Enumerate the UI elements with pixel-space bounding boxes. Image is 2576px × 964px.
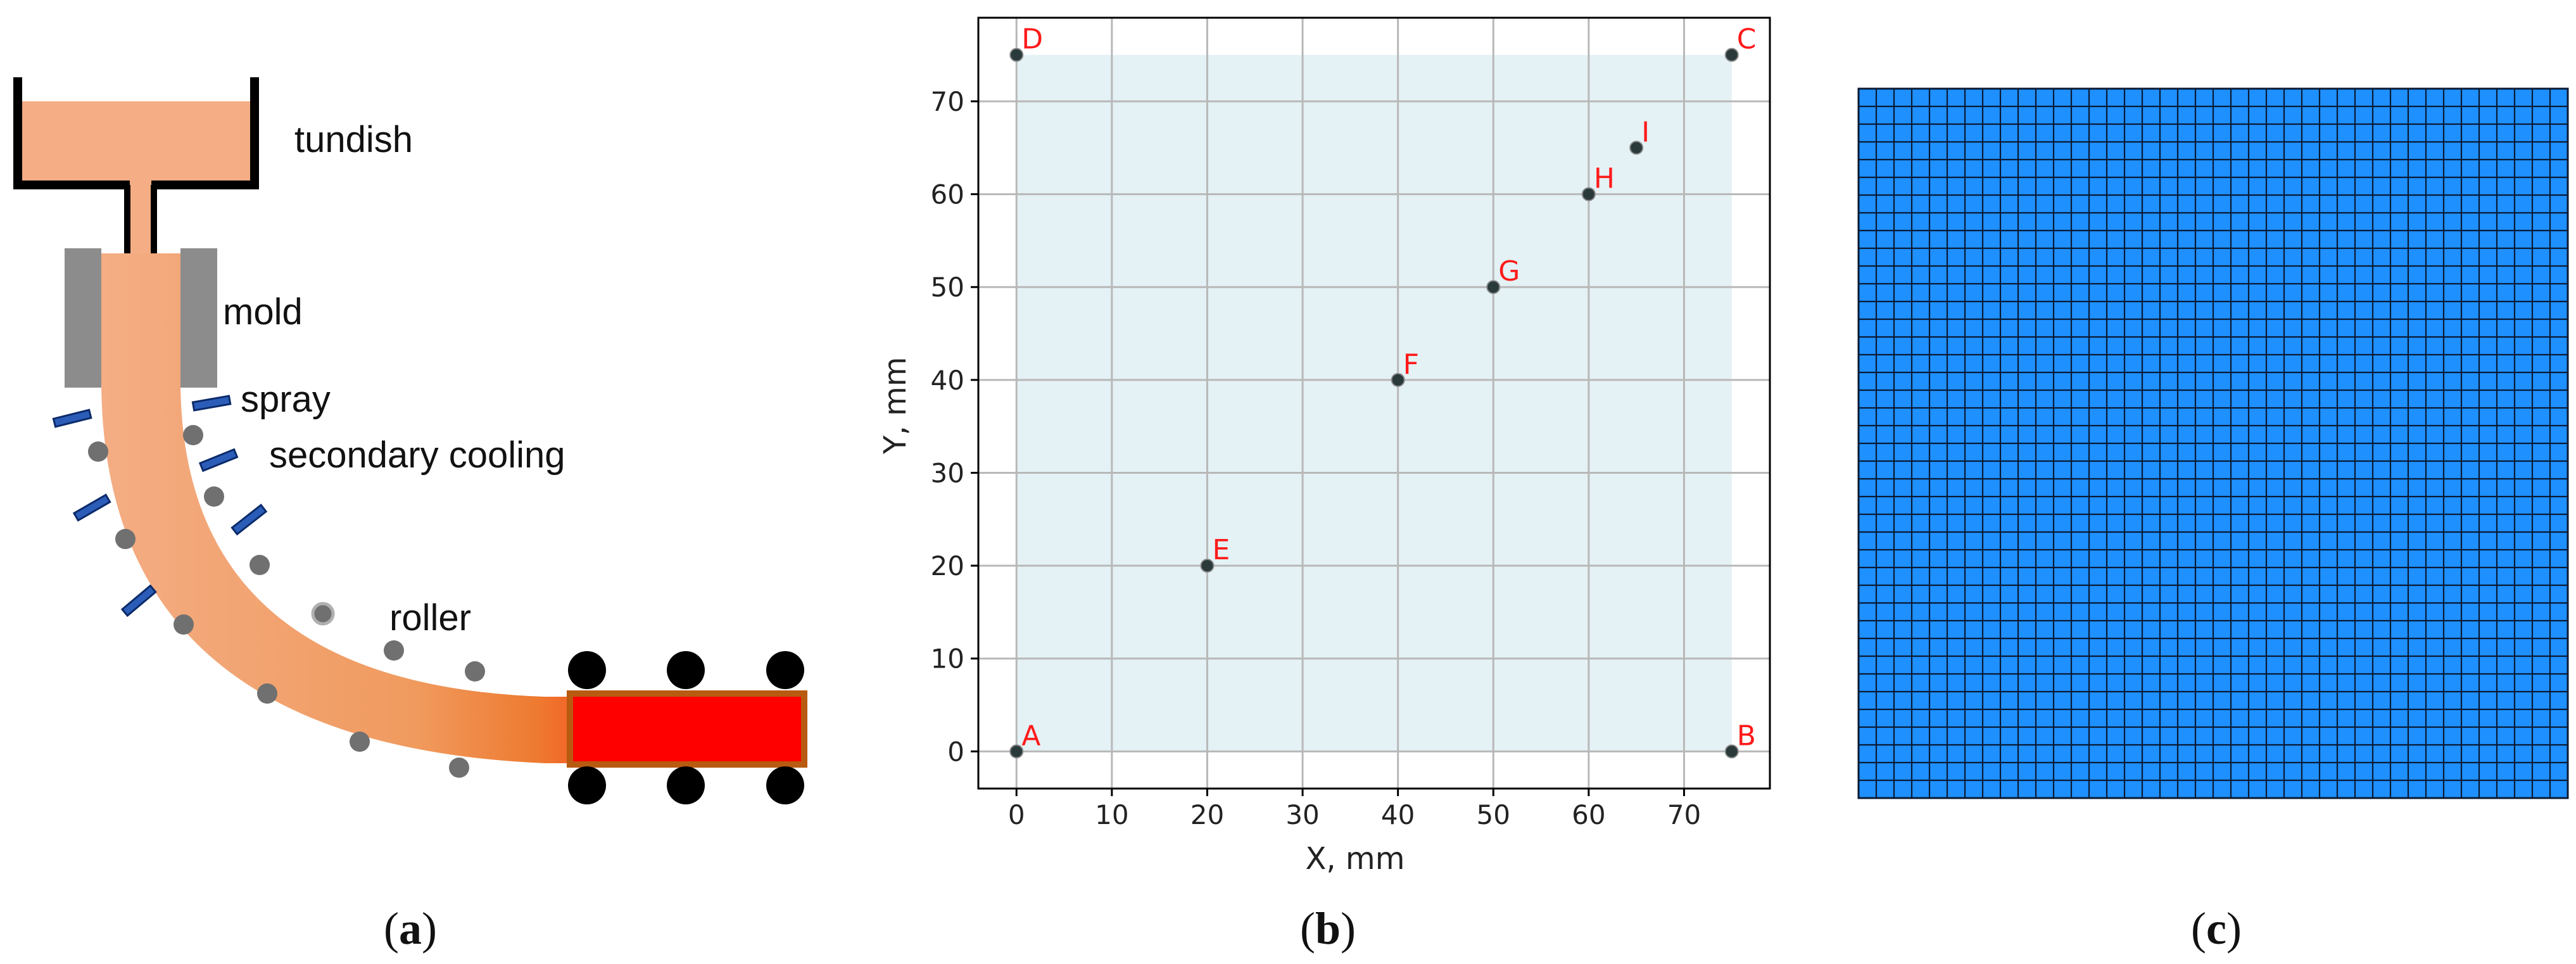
point-h [1581,187,1596,201]
point-d [1009,48,1024,62]
point-a [1009,744,1024,759]
computational-mesh [1857,87,2569,799]
y-tick-label: 30 [931,457,964,488]
label-roller: roller [389,597,471,638]
x-tick-label: 0 [1008,799,1025,830]
scatter-plot: 0 10 20 30 40 50 60 70 0 10 20 30 40 50 60 70 A B C D E F G HI [931,16,1771,830]
steel-strand [101,253,807,768]
point-e [1200,559,1215,573]
y-tick-label: 50 [931,272,964,303]
y-tick-label: 60 [931,179,964,210]
y-tick-label: 40 [931,365,964,396]
y-tick-label: 10 [931,644,964,675]
point-label-e: E [1212,534,1230,566]
point-label-f: F [1403,348,1419,381]
label-spray: spray [241,379,331,420]
spray-bar-2 [191,395,232,412]
point-f [1391,372,1405,387]
spray-bar-6 [120,584,157,618]
x-tick-label: 60 [1572,799,1605,830]
point-label-i: I [1641,116,1650,148]
point-b [1724,744,1739,759]
domain-region [1016,54,1732,752]
spray-bar-5 [230,504,268,536]
label-mold: mold [223,291,303,333]
pinch-rollers [568,651,804,804]
spray-bar-3 [72,493,111,522]
mold-plates [65,248,217,388]
x-tick-label: 10 [1095,799,1128,830]
point-label-g: G [1498,255,1520,288]
point-label-b: B [1737,720,1756,752]
x-tick-label: 40 [1381,799,1415,830]
label-tundish: tundish [294,119,413,160]
caption-a: (a) [384,903,437,954]
x-tick-label: 20 [1190,799,1224,830]
label-secondary-cooling: secondary cooling [269,434,565,476]
spray-bar-4 [198,448,239,472]
point-label-a: A [1021,720,1040,752]
caption-c: (c) [2191,903,2242,954]
x-tick-label: 50 [1477,799,1510,830]
point-label-c: C [1737,23,1757,56]
point-i [1629,141,1644,155]
point-label-h: H [1594,163,1615,195]
plot-frame [977,16,1771,790]
x-tick-label: 30 [1285,799,1319,830]
spray-bar-1 [52,409,92,428]
x-axis-title: X, mm [1306,841,1405,877]
y-tick-label: 20 [931,550,964,581]
y-tick-label: 0 [947,736,964,767]
point-c [1724,48,1739,62]
point-label-d: D [1021,23,1043,56]
y-axis-title: Y, mm [878,357,913,454]
point-g [1486,280,1501,295]
panel-c-mesh: (c) [1857,87,2569,954]
y-tick-label: 70 [931,86,964,117]
panel-a-casting-schematic: tundish mold spray secondary cooling rol… [13,77,807,954]
caption-b: (b) [1300,903,1356,954]
guide-rollers [88,425,485,778]
spray-nozzles [52,395,268,618]
tundish-vessel [13,77,259,276]
x-tick-label: 70 [1667,799,1701,830]
